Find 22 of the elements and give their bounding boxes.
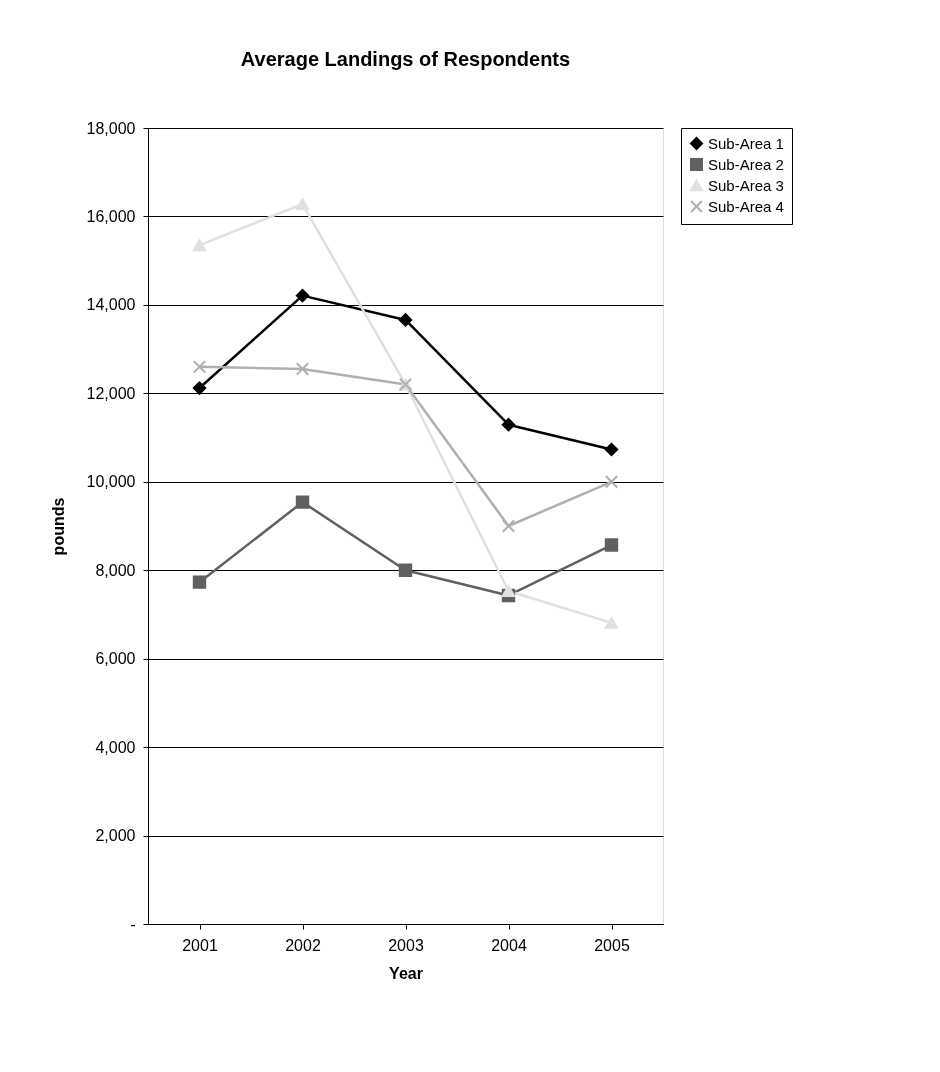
y-tick-label: 10,000 [86, 473, 136, 491]
x-tick-label: 2004 [491, 936, 527, 954]
legend-label: Sub-Area 4 [708, 197, 784, 215]
y-tick-label: - [130, 915, 136, 933]
x-tick-label: 2003 [388, 936, 424, 954]
y-tick-label: 16,000 [86, 207, 136, 225]
x-tick-label: 2001 [182, 936, 218, 954]
y-tick-label: 4,000 [95, 738, 136, 756]
x-tick-label: 2005 [594, 936, 630, 954]
x-tick-label: 2002 [285, 936, 321, 954]
x-axis-title: Year [389, 964, 423, 982]
legend-label: Sub-Area 1 [708, 134, 784, 152]
legend-label: Sub-Area 3 [708, 176, 784, 194]
y-axis-title: pounds [49, 497, 67, 556]
y-tick-label: 18,000 [86, 119, 136, 137]
y-tick-label: 2,000 [95, 827, 136, 845]
y-tick-label: 8,000 [95, 561, 136, 579]
legend-label: Sub-Area 2 [708, 155, 784, 173]
y-tick-label: 12,000 [86, 384, 136, 402]
y-tick-label: 6,000 [95, 650, 136, 668]
y-tick-label: 14,000 [86, 296, 136, 314]
chart-title: Average Landings of Respondents [240, 48, 571, 70]
